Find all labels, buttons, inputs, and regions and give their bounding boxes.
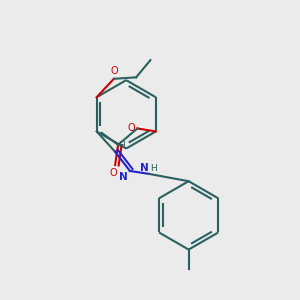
Text: H: H [150,164,157,173]
Text: H: H [118,141,125,150]
Text: O: O [128,123,135,133]
Text: N: N [119,172,128,182]
Text: O: O [110,66,118,76]
Text: N: N [140,163,148,173]
Text: O: O [110,168,117,178]
